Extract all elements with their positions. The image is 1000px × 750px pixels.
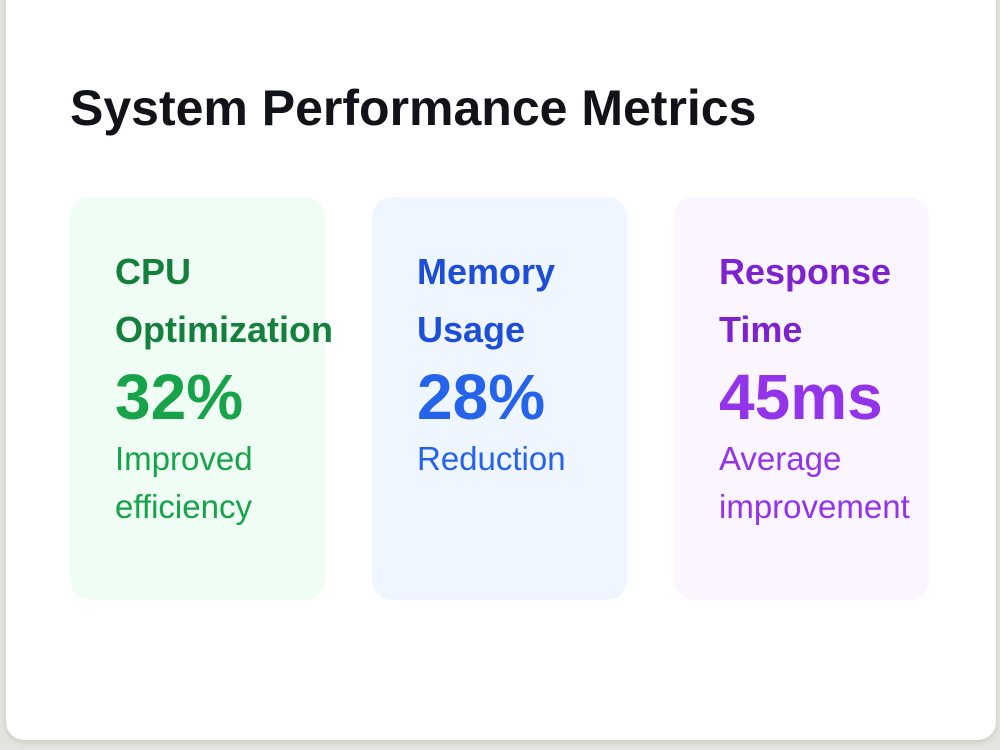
metric-card: Response Time 45ms Average improvement [674,197,929,600]
metric-card: CPU Optimization 32% Improved efficiency [70,197,333,600]
metric-value: 32% [115,361,244,433]
metric-label: CPU Optimization [115,251,333,350]
metric-description: Improved efficiency [115,440,253,525]
title: System Performance Metrics [70,80,757,136]
metric-description: Average improvement [719,440,910,525]
metric-value: 45ms [719,361,883,433]
metric-description: Reduction [417,440,566,477]
metric-card: Memory Usage 28% Reduction [372,197,627,600]
metric-value: 28% [417,361,546,433]
metric-label: Memory Usage [417,251,556,350]
metric-label: Response Time [719,251,892,350]
